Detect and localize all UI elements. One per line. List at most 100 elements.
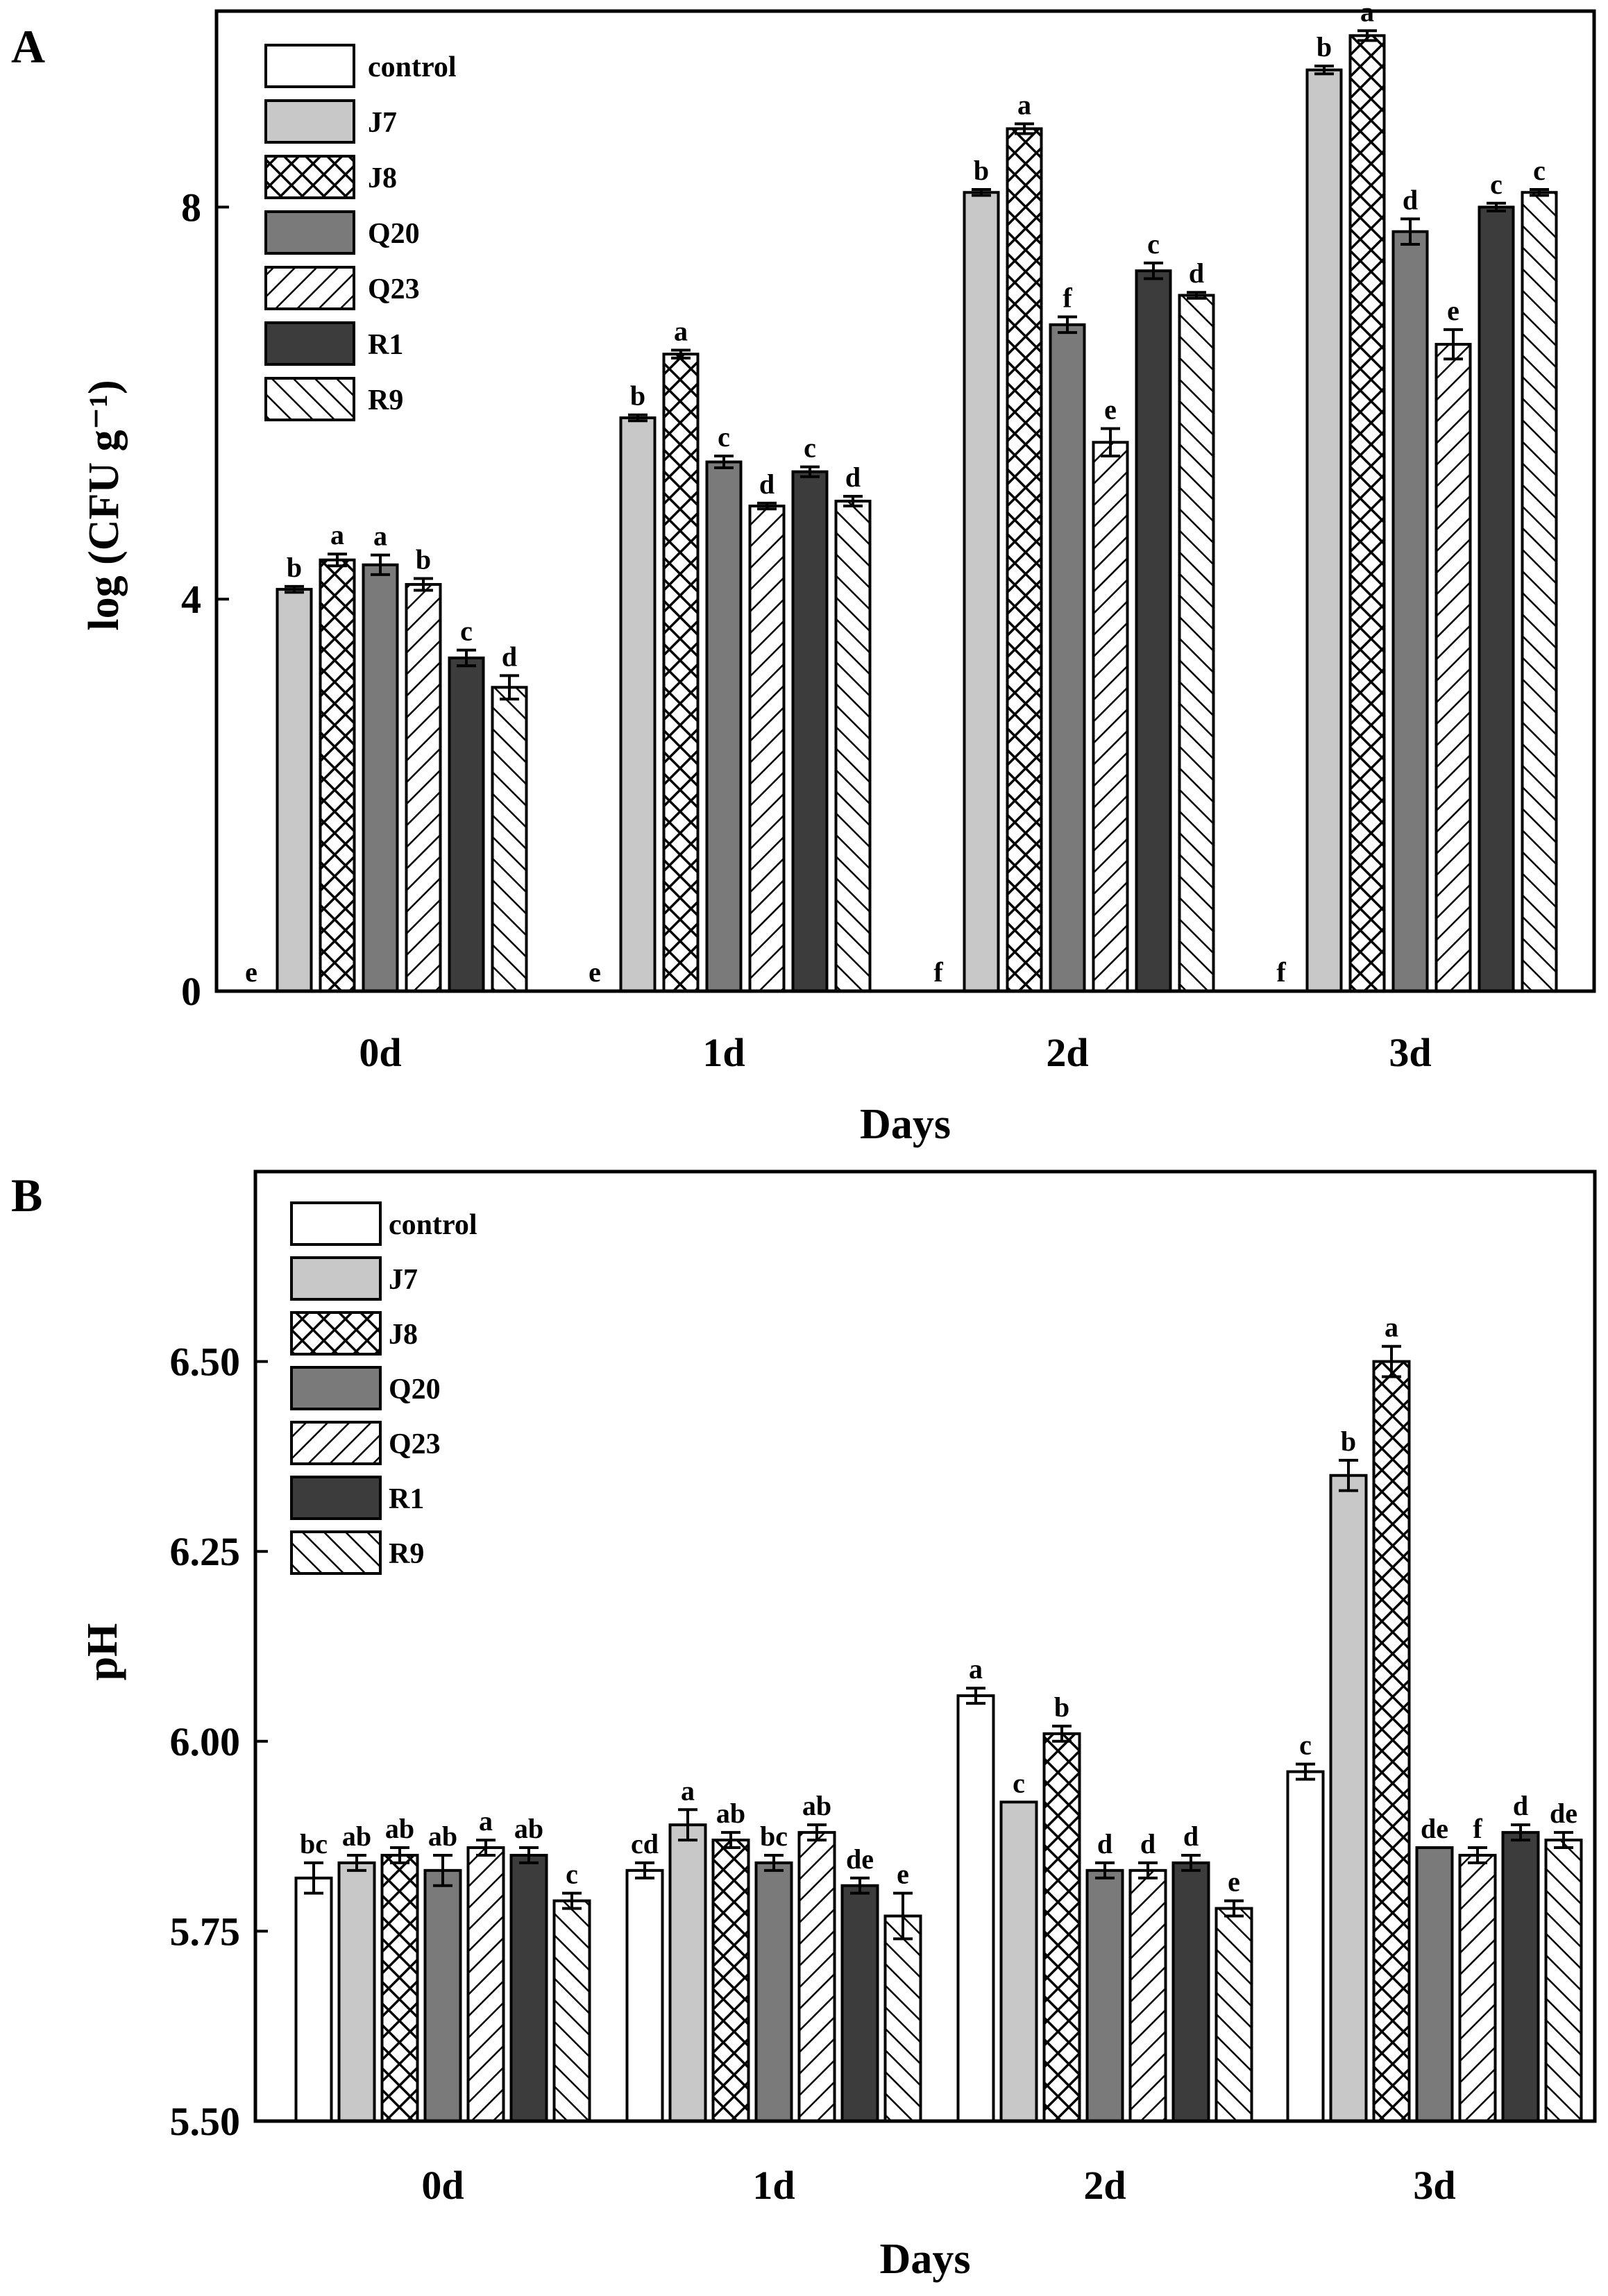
- bar: [619, 416, 657, 993]
- x-tick-label: 1d: [702, 1030, 745, 1075]
- plot-frame: [253, 1170, 1597, 2123]
- bar: [552, 1899, 591, 2123]
- significance-letter: b: [416, 544, 431, 575]
- bar: [791, 470, 829, 993]
- bar: [448, 656, 485, 993]
- bar: [1501, 1831, 1540, 2122]
- legend-label: Q23: [368, 273, 420, 305]
- legend-swatch: [264, 155, 355, 199]
- bar: [999, 1800, 1038, 2123]
- significance-letter: a: [1385, 1312, 1398, 1343]
- y-tick-label: 5.75: [170, 1909, 241, 1954]
- plot-frame: [214, 9, 1596, 993]
- bar: [1521, 191, 1558, 993]
- x-axis-title: Days: [880, 2236, 971, 2283]
- significance-letter: a: [681, 1775, 695, 1806]
- bar: [625, 1868, 664, 2122]
- bar: [1391, 230, 1429, 993]
- y-tick-label: 6.25: [170, 1529, 241, 1574]
- bar: [337, 1861, 376, 2123]
- bar: [509, 1853, 548, 2122]
- bar: [294, 1876, 333, 2122]
- bar: [1544, 1839, 1583, 2123]
- bar: [1329, 1474, 1368, 2122]
- bar: [754, 1861, 793, 2123]
- significance-letter: d: [845, 462, 861, 493]
- bar: [711, 1839, 750, 2123]
- significance-letter: a: [1360, 0, 1374, 27]
- bar: [1135, 269, 1172, 993]
- bar: [668, 1823, 707, 2123]
- x-tick-label: 3d: [1389, 1030, 1431, 1075]
- bar: [466, 1846, 505, 2123]
- significance-letter: c: [460, 616, 473, 647]
- legend-swatch: [264, 377, 355, 421]
- significance-letter: c: [1299, 1730, 1312, 1761]
- bar: [1006, 127, 1043, 993]
- legend-swatch: [264, 266, 355, 310]
- significance-letter: b: [287, 552, 302, 583]
- bar: [1434, 343, 1472, 993]
- x-tick-label: 3d: [1413, 2163, 1455, 2208]
- bar: [1286, 1770, 1325, 2122]
- bar: [705, 460, 743, 993]
- series-Q23: b d e e: [405, 295, 1472, 993]
- bar: [1085, 1868, 1124, 2122]
- significance-letter: e: [589, 956, 601, 988]
- legend-swatch: [290, 1311, 382, 1356]
- bar: [1478, 205, 1515, 993]
- bar: [963, 191, 1000, 993]
- legend: control J7 J8 Q20 Q23 R1 R9: [290, 1201, 477, 1575]
- panel-label: A: [11, 20, 45, 73]
- series-Q20: ab bc d de: [423, 1813, 1454, 2123]
- significance-letter: f: [1063, 282, 1072, 314]
- legend-swatch: [290, 1201, 382, 1246]
- x-tick-label: 0d: [359, 1030, 401, 1075]
- legend-swatch: [264, 210, 355, 255]
- series-Q23: a abd f: [466, 1790, 1497, 2123]
- significance-letter: c: [718, 421, 730, 453]
- x-tick-label: 2d: [1083, 2163, 1126, 2208]
- significance-letter: a: [330, 519, 344, 550]
- significance-letter: ab: [428, 1821, 457, 1852]
- series-J8: ab ab b a: [380, 1312, 1411, 2123]
- significance-letter: de: [846, 1843, 874, 1875]
- bar: [319, 558, 356, 993]
- x-tick-label: 1d: [752, 2163, 795, 2208]
- bar: [1458, 1853, 1497, 2122]
- legend-label: R1: [368, 329, 403, 361]
- significance-letter: d: [1140, 1828, 1156, 1859]
- significance-letter: c: [1013, 1767, 1025, 1798]
- bar: [1372, 1360, 1411, 2122]
- bar: [405, 583, 442, 993]
- bar: [797, 1831, 836, 2122]
- significance-letter: c: [804, 432, 816, 464]
- significance-letter: d: [1189, 258, 1204, 289]
- y-tick-label: 6.50: [170, 1340, 241, 1385]
- bar: [834, 500, 872, 993]
- y-tick-label: 6.00: [170, 1719, 241, 1764]
- legend-label: Q20: [368, 218, 420, 250]
- legend-label: R9: [368, 385, 403, 416]
- significance-letter: ab: [802, 1790, 831, 1821]
- significance-letter: e: [245, 956, 257, 988]
- legend-label: control: [368, 51, 457, 83]
- bar: [276, 588, 313, 993]
- significance-letter: b: [630, 380, 645, 412]
- bar: [840, 1884, 879, 2123]
- y-axis-title: pH: [79, 1623, 126, 1681]
- y-tick-label: 0: [181, 969, 201, 1014]
- y-tick-label: 8: [181, 185, 201, 230]
- bar: [1178, 294, 1215, 993]
- significance-letter: f: [933, 956, 943, 988]
- significance-letter: d: [1403, 184, 1418, 215]
- series-R1: c c c c: [448, 169, 1515, 993]
- significance-letter: b: [1054, 1691, 1069, 1723]
- legend-swatch: [264, 321, 355, 366]
- legend-label: Q20: [389, 1374, 441, 1406]
